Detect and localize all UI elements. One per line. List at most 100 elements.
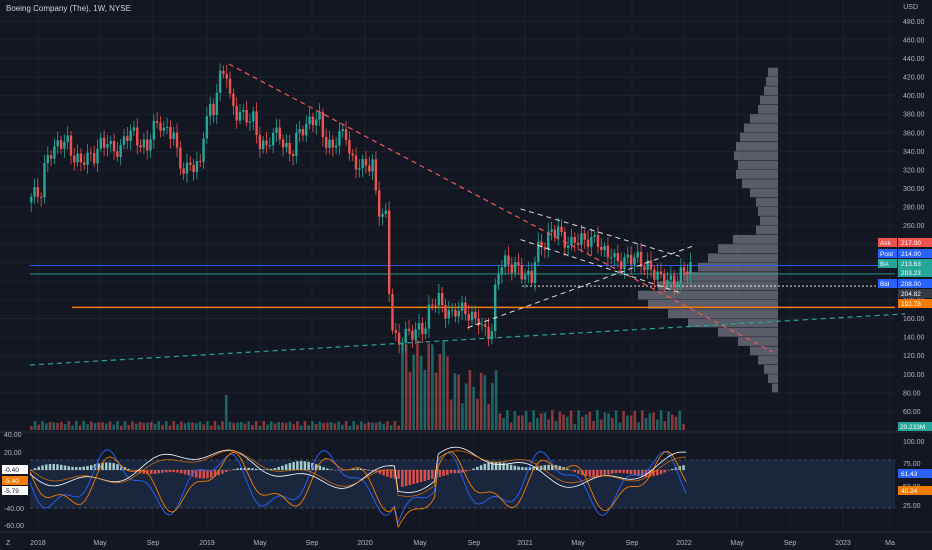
volume-bar <box>682 423 685 430</box>
volume-bar <box>611 418 614 430</box>
candle-body <box>676 282 679 287</box>
histogram-bar <box>611 470 614 474</box>
price-tick-label: 160.00 <box>903 316 925 323</box>
candle-body <box>295 132 298 157</box>
timezone-icon: Z <box>6 540 11 547</box>
candle-body <box>311 116 315 126</box>
candle-body <box>112 140 116 152</box>
volume-bar <box>401 343 404 430</box>
candle-body <box>533 261 537 284</box>
trendline <box>520 208 680 257</box>
candle-body <box>570 237 573 246</box>
candle-body <box>285 142 288 148</box>
volume-bar <box>269 421 273 430</box>
candle-body <box>142 139 146 148</box>
volume-bar <box>442 340 445 430</box>
candle-body <box>556 226 560 238</box>
candle-body <box>136 127 139 146</box>
histogram-bar <box>446 470 449 475</box>
candle-body <box>576 242 580 245</box>
volume-profile-bar <box>764 86 778 96</box>
price-tag-label: Bid <box>880 281 890 288</box>
histogram-bar <box>656 470 659 476</box>
candle-body <box>490 330 494 340</box>
volume-profile-bar <box>760 216 778 226</box>
volume-bar <box>119 425 123 430</box>
histogram-bar <box>131 470 134 471</box>
volume-bar <box>386 421 389 430</box>
time-tick-label: May <box>730 540 744 547</box>
oscillator-left-tag-box <box>2 486 28 495</box>
candle-body <box>152 120 156 140</box>
candle-body <box>208 103 212 117</box>
histogram-bar <box>243 467 247 470</box>
histogram-bar <box>573 470 577 473</box>
candle-body <box>305 123 308 136</box>
volume-bar <box>581 416 584 430</box>
oscillator-right-tick: 25.00 <box>903 503 921 510</box>
volume-bar <box>487 403 490 430</box>
histogram-bar <box>547 464 550 470</box>
histogram-bar <box>221 470 224 474</box>
price-tag-label: Ask <box>880 240 892 247</box>
volume-profile-bar <box>734 151 778 161</box>
candle-body <box>457 310 460 317</box>
histogram-bar <box>74 467 78 470</box>
candle-body <box>66 135 69 142</box>
candle-body <box>653 269 656 280</box>
volume-bar <box>322 422 325 430</box>
candle-body <box>262 140 265 150</box>
volume-profile-bar <box>742 179 778 188</box>
volume-bar <box>112 424 116 430</box>
volume-profile-bar <box>698 262 778 272</box>
histogram-bar <box>359 468 363 470</box>
time-tick-label: Sep <box>147 540 160 547</box>
volume-bar <box>434 372 438 430</box>
histogram-bar <box>329 469 333 471</box>
symbol-title[interactable]: Boeing Company (The), 1W, NYSE <box>6 4 131 13</box>
candle-body <box>116 151 119 157</box>
histogram-bar <box>464 470 468 472</box>
histogram-bar <box>303 461 307 470</box>
histogram-bar <box>581 470 584 476</box>
candle-body <box>205 116 209 139</box>
histogram-bar <box>168 470 172 473</box>
volume-bar <box>648 413 652 430</box>
oscillator-right-tag-box <box>898 486 932 495</box>
candle-body <box>169 126 172 140</box>
volume-bar <box>277 422 281 430</box>
candle-body <box>682 267 686 272</box>
oscillator-pane: 40.0020.00-20.00-40.00-60.00100.0075.005… <box>0 431 932 533</box>
histogram-bar <box>341 470 344 471</box>
volume-bar <box>48 422 52 430</box>
volume-bar <box>618 422 622 430</box>
candle-body <box>686 271 689 275</box>
candle-body <box>474 311 477 319</box>
price-tick-label: 420.00 <box>903 75 925 82</box>
histogram-bar <box>468 470 472 471</box>
time-tick-label: May <box>93 540 107 547</box>
candle-body <box>265 140 268 146</box>
candle-body <box>434 305 437 307</box>
volume-bar <box>637 422 640 430</box>
histogram-bar <box>209 470 213 478</box>
candle-body <box>421 323 424 334</box>
currency-label: USD <box>903 4 918 11</box>
volume-bar <box>206 421 209 430</box>
candle-body <box>417 323 421 330</box>
volume-bar <box>566 416 569 430</box>
volume-bar <box>318 421 322 430</box>
oscillator-left-tick: -40.00 <box>4 506 24 513</box>
histogram-bar <box>183 470 187 475</box>
histogram-bar <box>277 466 280 470</box>
price-tag-box <box>898 299 932 308</box>
candle-body <box>301 129 305 136</box>
volume-bar <box>108 421 112 430</box>
volume-profile-bar <box>718 327 778 337</box>
histogram-bar <box>363 469 367 470</box>
histogram-bar <box>284 464 288 470</box>
histogram-bar <box>202 470 205 479</box>
histogram-bar <box>86 466 89 470</box>
time-axis[interactable]: 2018 May Sep 2019 May Sep 2020 May Sep 2021 May Sep… <box>6 540 895 547</box>
